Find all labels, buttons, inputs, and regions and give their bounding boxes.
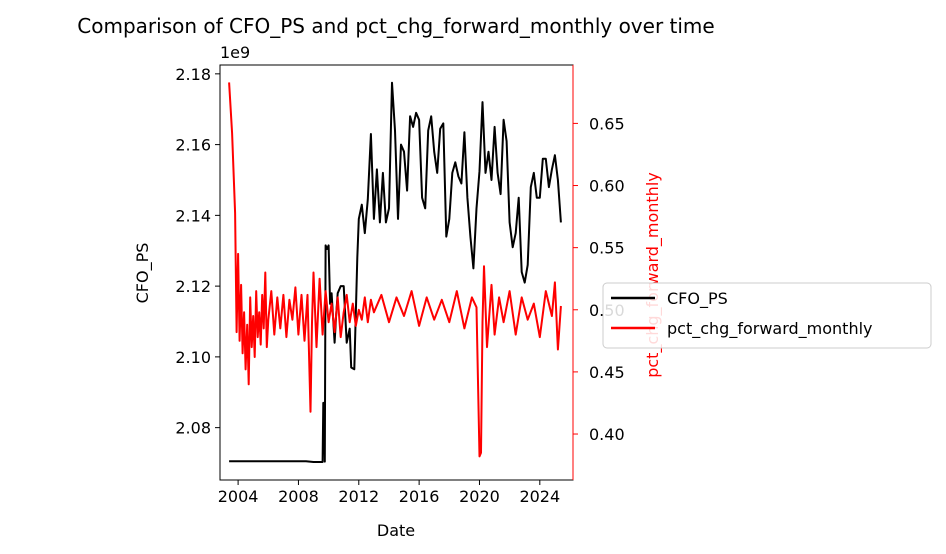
legend: CFO_PS pct_chg_forward_monthly (602, 282, 932, 349)
y-right-tick-label: 0.55 (589, 239, 625, 258)
legend-box (602, 282, 932, 349)
legend-label-pct-chg: pct_chg_forward_monthly (667, 319, 873, 339)
x-tick-label: 2020 (459, 487, 500, 506)
y-right-tick-label: 0.45 (589, 363, 625, 382)
x-tick-label: 2016 (399, 487, 440, 506)
x-tick-label: 2012 (338, 487, 379, 506)
x-tick-label: 2008 (278, 487, 319, 506)
chart-title: Comparison of CFO_PS and pct_chg_forward… (77, 14, 714, 38)
x-axis-label: Date (377, 521, 415, 540)
y-right-tick-label: 0.65 (589, 114, 625, 133)
y-right-tick-label: 0.40 (589, 425, 625, 444)
plot-area (219, 64, 574, 481)
x-tick-label: 2004 (218, 487, 259, 506)
x-tick-label: 2024 (519, 487, 560, 506)
x-axis: 2004 2008 2012 2016 2020 2024 (218, 480, 560, 506)
series-line-cfo-ps (229, 81, 562, 463)
legend-label-cfo-ps: CFO_PS (667, 289, 728, 309)
y-right-tick-label: 0.60 (589, 177, 625, 196)
y-left-offset-label: 1e9 (220, 43, 250, 62)
axes-frame (219, 64, 574, 481)
y-left-tick-label: 2.16 (175, 136, 211, 155)
y-left-tick-label: 2.14 (175, 206, 211, 225)
y-left-axis-label: CFO_PS (133, 243, 153, 304)
series-layer (228, 81, 562, 463)
y-right-axis: 0.400.450.500.550.600.65 (573, 114, 625, 444)
y-left-tick-label: 2.08 (175, 419, 211, 438)
y-left-tick-label: 2.12 (175, 277, 211, 296)
series-line-pct-chg-forward-monthly (228, 82, 562, 458)
y-left-axis: 2.08 2.10 2.12 2.14 2.16 2.18 (175, 65, 220, 438)
y-left-tick-label: 2.18 (175, 65, 211, 84)
y-left-tick-label: 2.10 (175, 348, 211, 367)
